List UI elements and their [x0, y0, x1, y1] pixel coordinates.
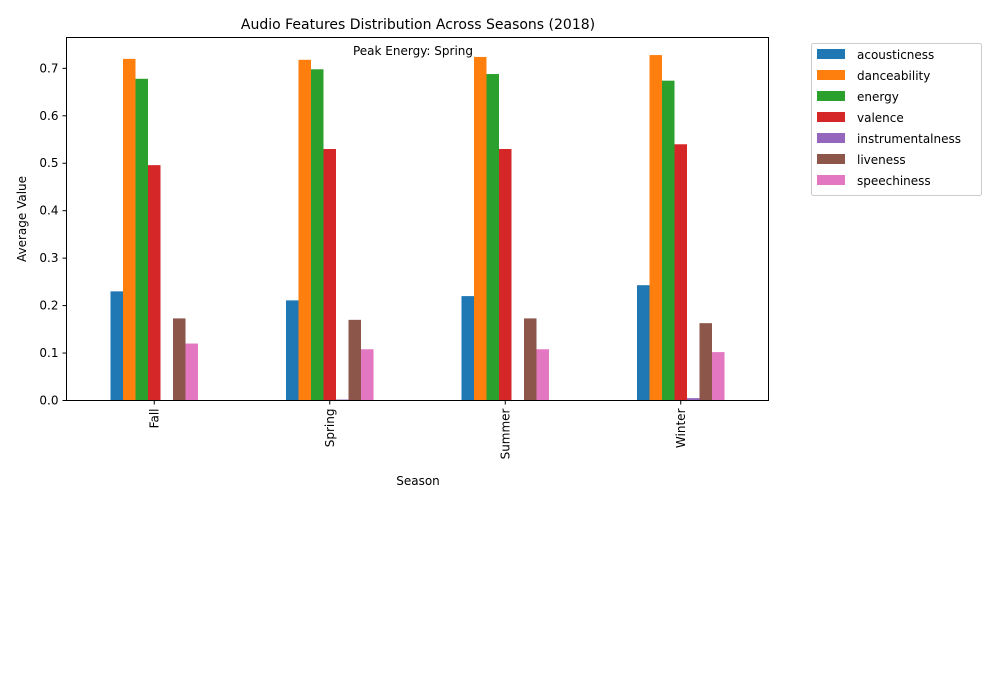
x-axis-label: Season [396, 474, 440, 488]
bar-danceability-winter [649, 55, 662, 401]
bar-instrumentalness-winter [687, 398, 700, 401]
x-axis: Fall Spring Summer Winter [147, 400, 688, 459]
y-axis-label: Average Value [15, 176, 29, 262]
bar-acousticness-summer [461, 296, 474, 401]
bar-speechiness-winter [712, 352, 725, 401]
legend-swatch-speechiness [817, 175, 845, 185]
bar-energy-winter [662, 80, 675, 401]
x-tick-label-winter: Winter [674, 408, 688, 448]
bar-valence-winter [674, 144, 687, 401]
y-tick-label: 0.3 [39, 251, 58, 265]
y-tick-label: 0.6 [39, 109, 58, 123]
y-tick-label: 0.1 [39, 346, 58, 360]
y-tick-label: 0.7 [39, 61, 58, 75]
bar-speechiness-summer [536, 349, 549, 401]
legend-swatch-danceability [817, 70, 845, 80]
bar-danceability-summer [474, 56, 487, 401]
bar-speechiness-spring [361, 349, 374, 401]
y-axis: 0.0 0.1 0.2 0.3 0.4 0.5 0.6 0.7 [39, 61, 67, 408]
legend-label-danceability: danceability [857, 69, 930, 83]
bar-valence-fall [148, 165, 161, 401]
bar-acousticness-fall [110, 291, 123, 401]
y-tick-label: 0.5 [39, 156, 58, 170]
legend-swatch-liveness [817, 154, 845, 164]
x-tick-label-spring: Spring [323, 409, 337, 448]
bar-energy-fall [135, 78, 148, 401]
legend-label-liveness: liveness [857, 153, 906, 167]
bars-layer [110, 55, 725, 401]
bar-acousticness-spring [286, 300, 299, 401]
legend-label-speechiness: speechiness [857, 174, 931, 188]
bar-danceability-fall [123, 58, 136, 401]
bar-liveness-winter [699, 323, 712, 401]
bar-energy-spring [311, 69, 324, 401]
legend-swatch-energy [817, 91, 845, 101]
bar-liveness-spring [348, 319, 361, 401]
x-tick-label-fall: Fall [147, 409, 161, 429]
bar-valence-spring [323, 149, 336, 401]
plot-area-frame [66, 37, 769, 401]
legend-label-valence: valence [857, 111, 904, 125]
peak-energy-annotation: Peak Energy: Spring [353, 44, 473, 58]
y-tick-label: 0.4 [39, 204, 58, 218]
x-tick-label-summer: Summer [498, 408, 512, 459]
legend-swatch-valence [817, 112, 845, 122]
legend: acousticness danceability energy valence ins… [811, 43, 982, 196]
y-tick-label: 0.2 [39, 299, 58, 313]
chart-title: Audio Features Distribution Across Seaso… [241, 17, 595, 33]
legend-frame [811, 43, 982, 196]
legend-swatch-instrumentalness [817, 133, 845, 143]
legend-swatch-acousticness [817, 49, 845, 59]
y-tick-label: 0.0 [39, 394, 58, 408]
bar-acousticness-winter [637, 285, 650, 401]
bar-liveness-fall [173, 318, 186, 401]
bar-energy-summer [486, 74, 499, 401]
legend-label-instrumentalness: instrumentalness [857, 132, 961, 146]
bar-speechiness-fall [185, 343, 198, 401]
legend-label-energy: energy [857, 90, 899, 104]
legend-label-acousticness: acousticness [857, 48, 934, 62]
bar-valence-summer [499, 149, 512, 401]
bar-liveness-summer [524, 318, 537, 401]
bar-danceability-spring [298, 59, 311, 401]
